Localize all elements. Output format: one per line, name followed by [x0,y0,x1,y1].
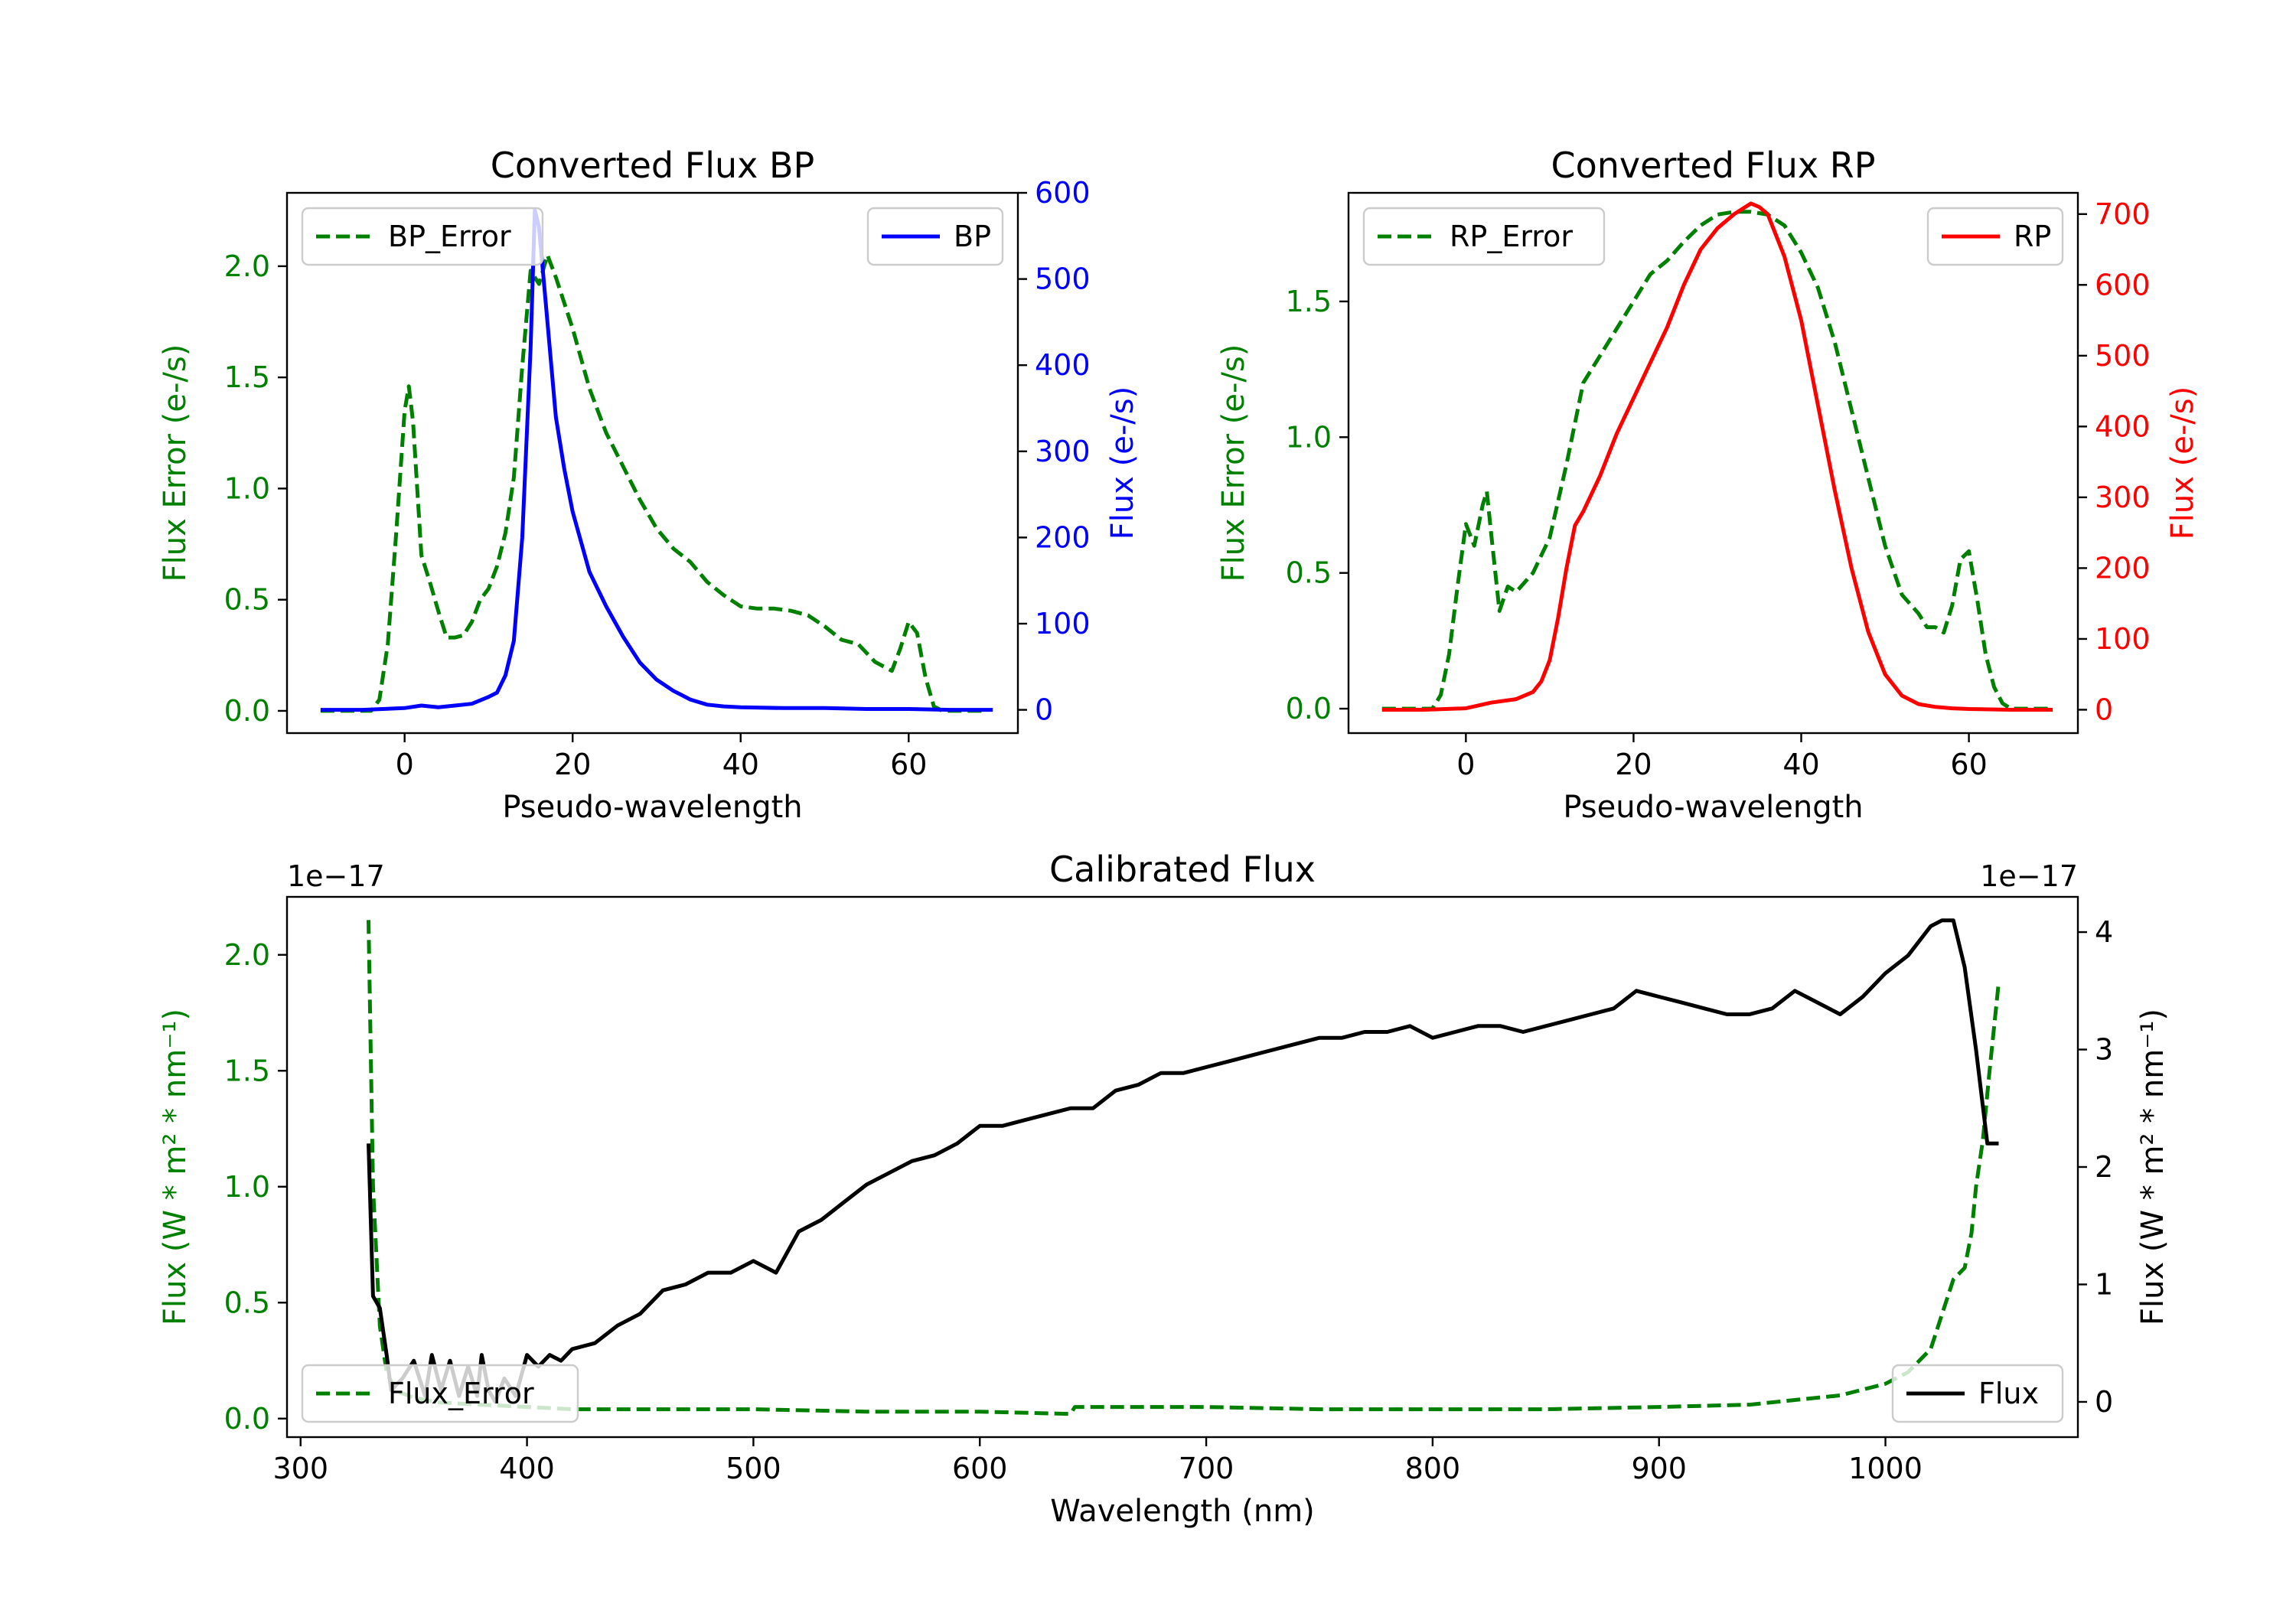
bp-x-tick-label: 0 [396,748,414,781]
cal-y-left-axis-label: Flux (W * m² * nm⁻¹) [158,1009,193,1325]
cal-y-right-tick-label: 3 [2095,1033,2113,1067]
legend-label: RP [2014,220,2051,253]
bp-title: Converted Flux BP [491,145,815,186]
cal-x-tick-label: 700 [1179,1452,1234,1485]
rp-y-right-tick-label: 400 [2095,409,2151,443]
rp-y-right-tick-label: 700 [2095,197,2151,231]
bp-x-tick-label: 20 [554,748,591,781]
rp-x-tick-label: 20 [1615,748,1652,781]
legend-label: BP [954,220,991,253]
bp-y-right-axis-label: Flux (e-/s) [1105,386,1140,539]
rp-y-right-tick-label: 200 [2095,551,2151,585]
cal-y-left-tick-label: 0.0 [224,1402,270,1436]
rp-x-axis-label: Pseudo-wavelength [1563,790,1863,825]
rp-axes-frame [1347,191,2079,735]
bp-y-right-tick-label: 500 [1035,262,1091,296]
cal-x-tick-label: 400 [499,1452,555,1485]
bp-y-right-tick-label: 100 [1035,607,1091,641]
calibrated-panel: 300 400 500 600 700 800 900 1000 0.0 0.5 1.0 1.5 2.0… [158,849,2170,1529]
bp-axes-frame [285,191,1019,735]
cal-y-left-tick-label: 2.0 [224,938,270,972]
cal-y-right-tick-label: 4 [2095,915,2113,949]
cal-legend-flux-error: Flux_Error [301,1364,579,1423]
bp-x-tick-label: 40 [722,748,759,781]
cal-y-right-tick-label: 1 [2095,1267,2113,1301]
cal-x-tick-label: 1000 [1848,1452,1923,1485]
bp-y-left-tick-label: 2.0 [224,249,270,283]
bp-y-right-tick-label: 200 [1035,520,1091,554]
rp-y-right-axis-label: Flux (e-/s) [2165,386,2200,539]
rp-series-rp-error [1381,210,2053,711]
rp-legend-rp: RP [1926,207,2064,266]
cal-legend-flux: Flux [1891,1364,2064,1423]
bp-x-axis-label: Pseudo-wavelength [502,790,802,825]
legend-box [301,207,544,266]
bp-series-bp [320,208,993,712]
bp-y-right-tick-label: 300 [1035,435,1091,468]
rp-title: Converted Flux RP [1551,145,1876,186]
rp-y-left-tick-label: 0.0 [1286,692,1332,725]
legend-label: RP_Error [1450,220,1573,253]
cal-x-axis-label: Wavelength (nm) [1050,1494,1315,1529]
rp-x-tick-label: 60 [1950,748,1987,781]
rp-y-left-axis-label: Flux Error (e-/s) [1216,344,1251,582]
rp-y-right-tick-label: 600 [2095,268,2151,302]
legend-box [1362,207,1606,266]
rp-y-right-tick-label: 100 [2095,622,2151,656]
bp-legend-bp-error: BP_Error [301,207,544,266]
bp-legend-bp: BP [866,207,1004,266]
bp-y-right-tick-label: 0 [1035,693,1053,727]
rp-panel: 0 20 40 60 0.0 0.5 1.0 1.5 0 100 200 300 400 500 600 70… [1216,145,2200,825]
rp-legend-rp-error: RP_Error [1362,207,1606,266]
rp-y-right-tick-label: 0 [2095,693,2113,726]
legend-box [1891,1364,2064,1423]
cal-series-flux-error [367,920,2001,1416]
cal-x-tick-label: 600 [952,1452,1008,1485]
bp-y-left-tick-label: 1.5 [224,360,270,394]
rp-y-left-tick-label: 1.5 [1286,285,1332,318]
cal-y-right-axis-label: Flux (W * m² * nm⁻¹) [2135,1009,2170,1325]
bp-series-bp-error [320,253,985,713]
cal-offset-left: 1e−17 [287,859,385,893]
bp-y-left-tick-label: 0.0 [224,694,270,728]
cal-y-left-tick-label: 0.5 [224,1286,270,1319]
cal-title: Calibrated Flux [1049,849,1316,890]
cal-x-tick-label: 500 [726,1452,781,1485]
rp-y-left-tick-label: 1.0 [1286,420,1332,454]
bp-x-tick-label: 60 [890,748,927,781]
rp-x-tick-label: 40 [1782,748,1819,781]
rp-y-right-tick-label: 300 [2095,481,2151,514]
bp-y-left-axis-label: Flux Error (e-/s) [158,344,193,582]
bp-y-right-tick-label: 600 [1035,176,1091,210]
bp-panel: 0 20 40 60 0.0 0.5 1.0 1.5 2.0 0 100 200 300 400 500 60… [158,145,1140,825]
rp-x-tick-label: 0 [1456,748,1475,781]
cal-y-left-tick-label: 1.5 [224,1054,270,1087]
cal-y-right-tick-label: 0 [2095,1385,2113,1419]
bp-y-left-tick-label: 1.0 [224,471,270,505]
legend-label: BP_Error [388,220,511,253]
bp-y-left-tick-label: 0.5 [224,583,270,617]
rp-y-right-tick-label: 500 [2095,339,2151,373]
cal-y-left-tick-label: 1.0 [224,1170,270,1204]
bp-y-right-tick-label: 400 [1035,348,1091,382]
rp-y-left-tick-label: 0.5 [1286,556,1332,590]
cal-x-tick-label: 900 [1631,1452,1687,1485]
legend-label: Flux_Error [388,1377,534,1410]
cal-offset-right: 1e−17 [1980,859,2078,893]
cal-x-tick-label: 800 [1405,1452,1461,1485]
legend-box [301,1364,579,1423]
cal-y-right-tick-label: 2 [2095,1150,2113,1184]
cal-x-tick-label: 300 [272,1452,328,1485]
rp-series-rp [1381,201,2053,712]
legend-label: Flux [1978,1377,2039,1410]
